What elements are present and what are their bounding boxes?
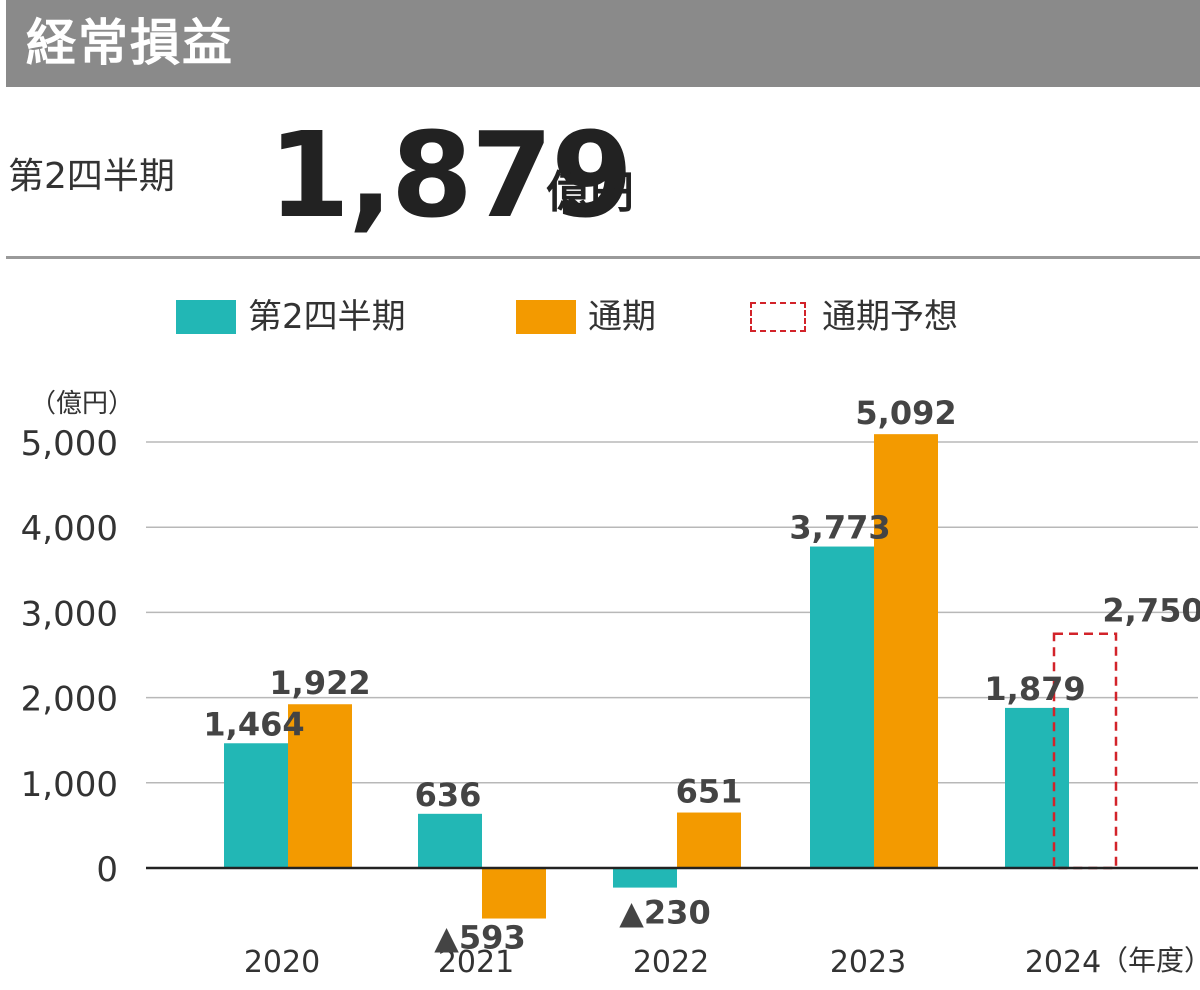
legend-label-full-year: 通期 xyxy=(588,297,656,337)
title-bar: 経常損益 xyxy=(6,0,1200,87)
bar-q2-2024 xyxy=(1005,707,1069,868)
y-tick-label: 1,000 xyxy=(21,765,118,805)
y-tick-label: 4,000 xyxy=(21,509,118,549)
x-tick-label: 2023 xyxy=(830,945,906,980)
data-label-full-year-2023: 5,092 xyxy=(855,394,956,432)
y-tick-label: 3,000 xyxy=(21,594,118,634)
bar-forecast-2024 xyxy=(1052,632,1118,870)
legend-swatch-q2 xyxy=(176,300,236,334)
data-label-full-year-2021: ▲593 xyxy=(434,919,525,957)
data-label-q2-2023: 3,773 xyxy=(789,509,890,547)
bar-full-year-2021 xyxy=(482,868,546,919)
divider xyxy=(6,256,1200,259)
legend-label-q2: 第2四半期 xyxy=(248,297,406,337)
x-tick-label: 2024 xyxy=(1025,945,1101,980)
data-label-q2-2024: 1,879 xyxy=(984,670,1085,708)
data-label-full-year-2020: 1,922 xyxy=(269,664,370,702)
y-tick-label: 5,000 xyxy=(21,424,118,464)
bar-q2-2020 xyxy=(224,743,288,868)
y-unit-label: （億円） xyxy=(30,389,134,419)
bar-full-year-2022 xyxy=(677,812,741,868)
bar-full-year-2020 xyxy=(288,704,352,868)
y-tick-label: 2,000 xyxy=(21,680,118,720)
y-tick-label: 0 xyxy=(96,850,118,890)
x-unit-label: （年度） xyxy=(1100,944,1200,977)
x-tick-label: 2020 xyxy=(244,945,320,980)
bar-q2-2022 xyxy=(613,868,677,888)
bar-q2-2021 xyxy=(418,813,482,868)
headline-unit: 億円 xyxy=(546,167,634,218)
data-label-full-year-2022: 651 xyxy=(676,773,743,811)
headline-period-label: 第2四半期 xyxy=(8,156,175,197)
headline-value: 1,879 xyxy=(268,106,633,244)
x-tick-label: 2022 xyxy=(633,945,709,980)
page-title: 経常損益 xyxy=(26,14,234,72)
data-label-forecast-2024: 2,750 xyxy=(1102,592,1200,630)
legend-swatch-forecast xyxy=(750,302,806,332)
bar-q2-2023 xyxy=(810,546,874,868)
legend-swatch-full-year xyxy=(516,300,576,334)
data-label-q2-2021: 636 xyxy=(415,776,482,814)
legend-label-forecast: 通期予想 xyxy=(822,297,958,337)
data-label-q2-2020: 1,464 xyxy=(203,705,304,743)
bar-full-year-2023 xyxy=(874,434,938,868)
x-tick-label: 2021 xyxy=(438,945,514,980)
data-label-q2-2022: ▲230 xyxy=(619,894,710,932)
